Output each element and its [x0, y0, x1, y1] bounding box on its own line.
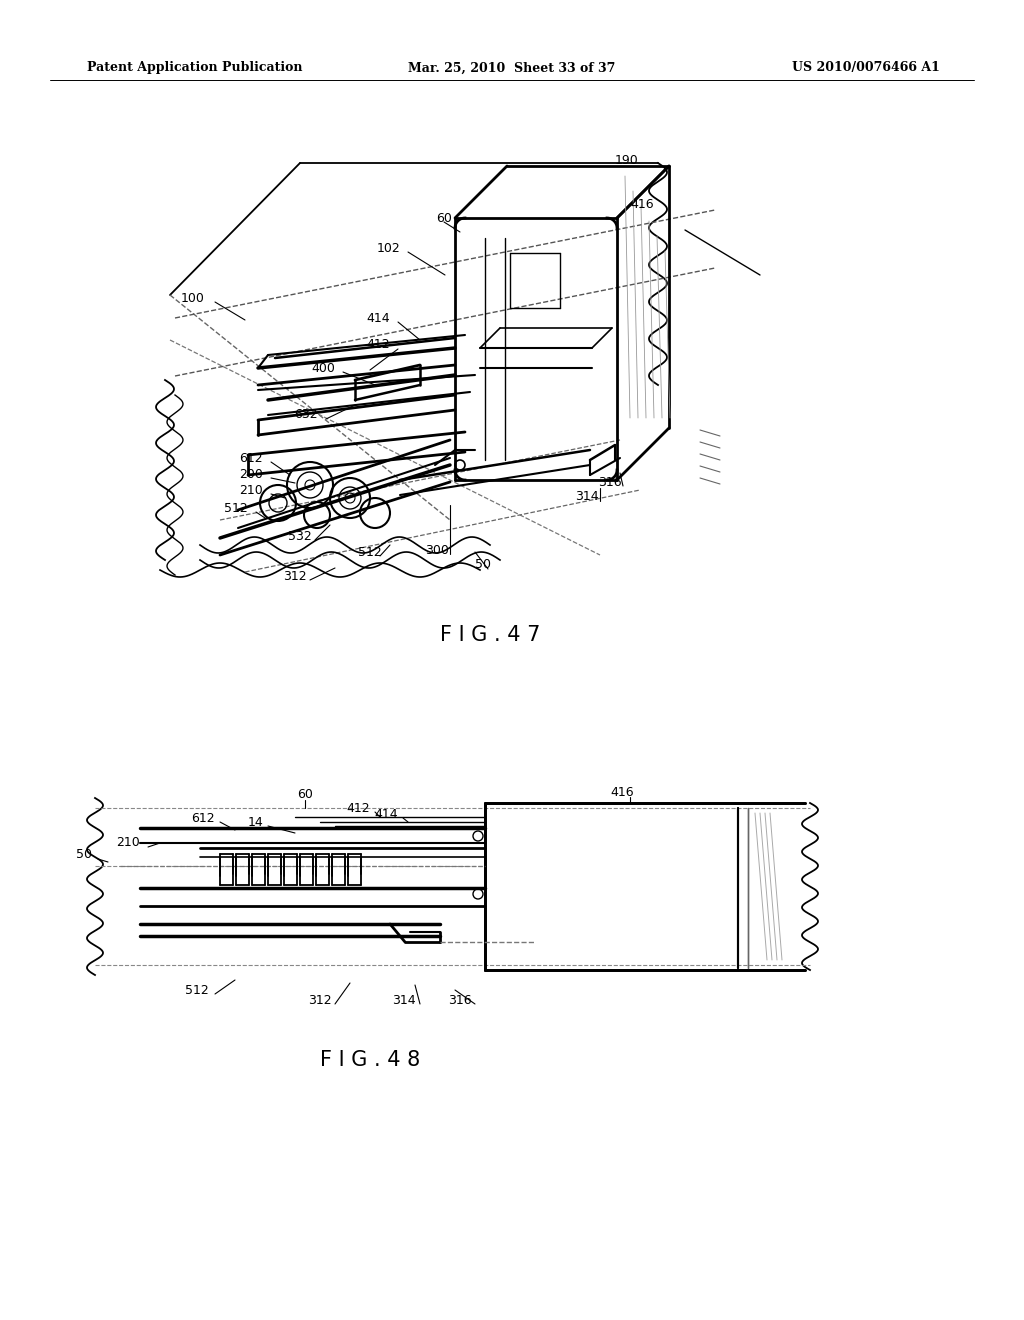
Text: 314: 314 [575, 491, 599, 503]
Text: 532: 532 [288, 531, 311, 544]
Text: 512: 512 [185, 983, 209, 997]
Text: 300: 300 [425, 544, 449, 557]
Text: 200: 200 [240, 467, 263, 480]
Text: 632: 632 [294, 408, 318, 421]
Text: 312: 312 [308, 994, 332, 1006]
Text: 416: 416 [630, 198, 653, 211]
Text: F I G . 4 7: F I G . 4 7 [440, 624, 541, 645]
Text: 50: 50 [76, 849, 92, 862]
Text: 512: 512 [358, 545, 382, 558]
Text: 60: 60 [436, 211, 452, 224]
Text: 14: 14 [247, 816, 263, 829]
Text: 416: 416 [610, 787, 634, 800]
Text: 316: 316 [598, 475, 622, 488]
Text: 414: 414 [375, 808, 398, 821]
Text: 100: 100 [181, 292, 205, 305]
Text: 312: 312 [283, 569, 306, 582]
Text: F I G . 4 8: F I G . 4 8 [319, 1049, 420, 1071]
Text: Mar. 25, 2010  Sheet 33 of 37: Mar. 25, 2010 Sheet 33 of 37 [409, 62, 615, 74]
Text: 612: 612 [240, 451, 263, 465]
Text: 210: 210 [240, 483, 263, 496]
Text: 314: 314 [392, 994, 416, 1006]
Text: 412: 412 [346, 801, 370, 814]
Text: 414: 414 [367, 312, 390, 325]
Text: 60: 60 [297, 788, 313, 801]
Text: 512: 512 [224, 502, 248, 515]
Text: Patent Application Publication: Patent Application Publication [87, 62, 302, 74]
Text: US 2010/0076466 A1: US 2010/0076466 A1 [793, 62, 940, 74]
Text: 412: 412 [367, 338, 390, 351]
Text: 400: 400 [311, 362, 335, 375]
Text: 316: 316 [449, 994, 472, 1006]
Text: 102: 102 [376, 242, 400, 255]
Text: 210: 210 [117, 837, 140, 850]
Bar [486, 804, 801, 969]
Text: 50: 50 [475, 558, 490, 572]
Text: 190: 190 [615, 153, 639, 166]
Text: 612: 612 [191, 812, 215, 825]
